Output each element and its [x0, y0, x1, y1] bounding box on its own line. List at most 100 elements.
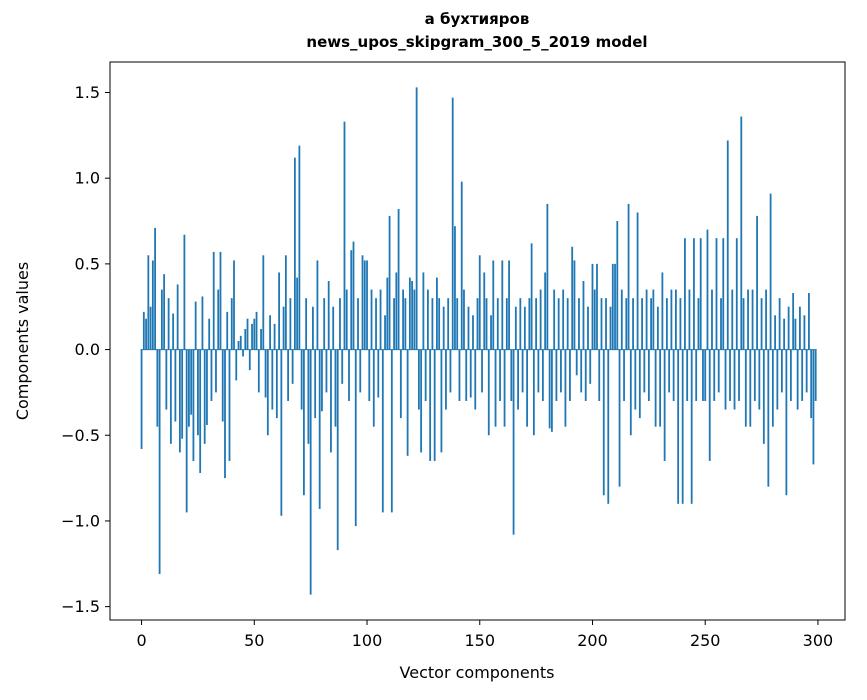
- bar: [731, 289, 734, 350]
- bar: [654, 349, 657, 427]
- bar: [652, 289, 655, 350]
- bar: [244, 329, 247, 350]
- bar: [278, 272, 280, 350]
- bar: [675, 289, 677, 350]
- bar: [253, 318, 256, 350]
- bar: [350, 250, 353, 350]
- bar: [620, 289, 623, 350]
- bar: [183, 234, 186, 350]
- bar: [702, 349, 704, 401]
- bar: [262, 255, 265, 350]
- bar: [381, 349, 384, 513]
- bar: [406, 349, 409, 456]
- bar: [663, 349, 666, 461]
- bar: [744, 349, 747, 427]
- bar: [275, 349, 278, 419]
- bar: [359, 349, 362, 393]
- bar: [325, 349, 328, 393]
- bar: [140, 349, 143, 449]
- bar: [562, 289, 565, 350]
- bar: [650, 298, 652, 350]
- bar: [483, 272, 486, 350]
- x-tick-label: 250: [690, 631, 721, 650]
- bar: [713, 349, 716, 401]
- bar: [228, 349, 231, 461]
- bar: [490, 315, 492, 350]
- bar: [589, 349, 592, 384]
- bar: [289, 298, 292, 350]
- bar: [451, 97, 454, 350]
- bar: [323, 298, 326, 350]
- bar: [424, 349, 427, 401]
- bar: [679, 298, 682, 350]
- bar: [659, 349, 662, 427]
- bar: [449, 349, 452, 393]
- bar: [535, 298, 538, 350]
- bar: [226, 311, 229, 350]
- bar: [519, 298, 522, 350]
- bar: [368, 349, 371, 401]
- bar: [505, 298, 508, 350]
- bar: [735, 238, 738, 350]
- bar: [668, 349, 671, 393]
- bar: [555, 349, 558, 401]
- bar: [704, 349, 707, 401]
- bar: [602, 349, 605, 496]
- bar: [758, 349, 761, 410]
- bar: [708, 349, 711, 461]
- bar: [334, 349, 337, 427]
- bar: [176, 284, 179, 350]
- bar: [760, 298, 763, 350]
- bar: [266, 349, 269, 436]
- bar: [605, 298, 607, 350]
- bar: [273, 323, 276, 350]
- bar: [607, 349, 610, 504]
- bar: [305, 298, 308, 350]
- bar: [792, 293, 795, 350]
- bar: [348, 349, 350, 401]
- bar: [539, 289, 542, 350]
- bar: [566, 298, 569, 350]
- bar: [751, 289, 754, 350]
- bar: [284, 255, 287, 350]
- bar: [799, 306, 801, 350]
- bar: [154, 227, 156, 350]
- bar: [478, 255, 481, 350]
- bar: [632, 298, 634, 350]
- bar: [715, 238, 718, 350]
- x-tick-label: 150: [464, 631, 495, 650]
- bar: [172, 313, 175, 350]
- bar: [465, 349, 468, 401]
- bar: [431, 298, 434, 350]
- bar: [149, 306, 152, 350]
- bar: [636, 212, 639, 350]
- bar: [230, 298, 233, 350]
- bar: [165, 349, 168, 410]
- bar: [623, 349, 625, 401]
- y-tick-label: 1.5: [75, 83, 100, 102]
- bar: [420, 349, 423, 453]
- bar: [803, 315, 806, 350]
- plot-area-border: [109, 61, 846, 621]
- bar: [192, 349, 195, 461]
- bar: [167, 298, 170, 350]
- bar: [339, 298, 341, 350]
- bar: [546, 203, 549, 350]
- bar: [206, 349, 208, 425]
- bar: [210, 349, 213, 401]
- bar: [379, 289, 382, 350]
- bar: [598, 349, 601, 401]
- bar: [239, 335, 242, 350]
- bar: [733, 349, 736, 410]
- bar: [767, 349, 770, 487]
- bar: [208, 318, 211, 350]
- bar: [215, 349, 217, 393]
- bar: [774, 315, 777, 350]
- bar: [801, 349, 804, 401]
- bar: [341, 349, 344, 384]
- bar: [395, 272, 398, 350]
- bar: [521, 349, 524, 393]
- bar: [537, 349, 540, 393]
- bar: [388, 215, 391, 350]
